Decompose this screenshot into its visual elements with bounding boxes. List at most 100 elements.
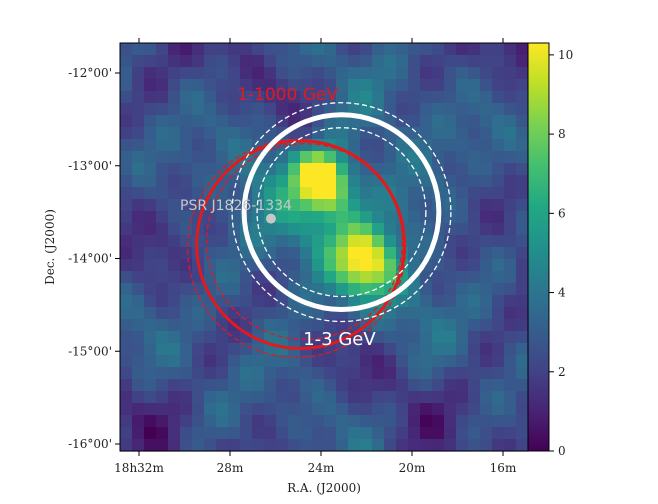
heatmap-cell — [252, 367, 265, 380]
heatmap-cell — [240, 415, 253, 428]
heatmap-cell — [504, 55, 517, 68]
heatmap-cell — [420, 343, 433, 356]
heatmap-cell — [492, 103, 505, 116]
heatmap-cell — [228, 175, 241, 188]
heatmap-cell — [348, 247, 361, 260]
heatmap-cell — [216, 427, 229, 440]
heatmap-cell — [336, 127, 349, 140]
heatmap-cell — [168, 127, 181, 140]
heatmap-cell — [204, 79, 217, 92]
heatmap-cell — [372, 199, 385, 212]
heatmap-cell — [408, 259, 421, 272]
heatmap-cell — [480, 91, 493, 104]
heatmap-cell — [336, 115, 349, 128]
heatmap-cell — [516, 235, 529, 248]
heatmap-cell — [144, 103, 157, 116]
heatmap-cell — [300, 163, 313, 176]
heatmap-cell — [300, 379, 313, 392]
heatmap-cell — [492, 139, 505, 152]
heatmap-cell — [144, 139, 157, 152]
heatmap-cell — [228, 115, 241, 128]
heatmap-cell — [216, 127, 229, 140]
heatmap-cell — [468, 163, 481, 176]
heatmap-cell — [132, 331, 145, 344]
heatmap-cell — [432, 139, 445, 152]
heatmap-cell — [192, 427, 205, 440]
heatmap-cell — [456, 307, 469, 320]
heatmap-cell — [336, 259, 349, 272]
heatmap-cell — [516, 43, 529, 56]
heatmap-cell — [336, 415, 349, 428]
heatmap-cell — [336, 91, 349, 104]
heatmap-cell — [348, 211, 361, 224]
heatmap-cell — [228, 295, 241, 308]
heatmap-cell — [360, 367, 373, 380]
heatmap-cell — [360, 379, 373, 392]
heatmap-cell — [144, 67, 157, 80]
heatmap-cell — [348, 199, 361, 212]
heatmap-cell — [192, 355, 205, 368]
heatmap-cell — [480, 355, 493, 368]
y-tick-label: -15°00' — [68, 344, 112, 358]
heatmap-cell — [336, 391, 349, 404]
x-tick-label: 20m — [399, 461, 426, 475]
heatmap-cell — [216, 67, 229, 80]
heatmap-cell — [420, 91, 433, 104]
heatmap-cell — [468, 67, 481, 80]
heatmap-cell — [192, 175, 205, 188]
heatmap-cell — [312, 247, 325, 260]
heatmap-cell — [168, 43, 181, 56]
heatmap-cell — [132, 319, 145, 332]
heatmap-cell — [216, 379, 229, 392]
heatmap-cell — [336, 79, 349, 92]
heatmap-cell — [348, 355, 361, 368]
heatmap-cell — [300, 79, 313, 92]
heatmap-cell — [324, 415, 337, 428]
heatmap-cell — [120, 55, 133, 68]
heatmap-cell — [156, 211, 169, 224]
heatmap-cell — [180, 211, 193, 224]
heatmap-cell — [336, 403, 349, 416]
heatmap-cell — [216, 295, 229, 308]
heatmap-cell — [516, 163, 529, 176]
heatmap-cell — [204, 163, 217, 176]
heatmap-cell — [180, 295, 193, 308]
heatmap-cell — [432, 367, 445, 380]
heatmap-cell — [228, 139, 241, 152]
heatmap-cell — [216, 271, 229, 284]
heatmap-cell — [276, 103, 289, 116]
heatmap-cell — [432, 271, 445, 284]
heatmap-cell — [432, 427, 445, 440]
heatmap-cell — [192, 79, 205, 92]
heatmap-cell — [504, 247, 517, 260]
heatmap-cell — [312, 223, 325, 236]
heatmap-cell — [480, 427, 493, 440]
heatmap-cell — [504, 199, 517, 212]
heatmap-cell — [240, 427, 253, 440]
heatmap-cell — [240, 403, 253, 416]
heatmap-cell — [288, 247, 301, 260]
heatmap-cell — [372, 403, 385, 416]
heatmap-cell — [372, 427, 385, 440]
heatmap-cell — [372, 151, 385, 164]
heatmap-cell — [384, 271, 397, 284]
heatmap-cell — [360, 415, 373, 428]
heatmap-cell — [276, 415, 289, 428]
heatmap-cell — [456, 43, 469, 56]
heatmap-cell — [432, 67, 445, 80]
heatmap-cell — [504, 295, 517, 308]
heatmap-cell — [240, 355, 253, 368]
heatmap-cell — [372, 43, 385, 56]
heatmap-cell — [240, 391, 253, 404]
heatmap-cell — [468, 103, 481, 116]
heatmap-cell — [180, 391, 193, 404]
heatmap-cell — [120, 235, 133, 248]
heatmap-cell — [516, 67, 529, 80]
heatmap-cell — [408, 367, 421, 380]
heatmap-cell — [288, 403, 301, 416]
heatmap-cell — [336, 199, 349, 212]
pulsar-label: PSR J1826-1334 — [180, 198, 292, 214]
heatmap-cell — [384, 79, 397, 92]
heatmap-cell — [132, 91, 145, 104]
